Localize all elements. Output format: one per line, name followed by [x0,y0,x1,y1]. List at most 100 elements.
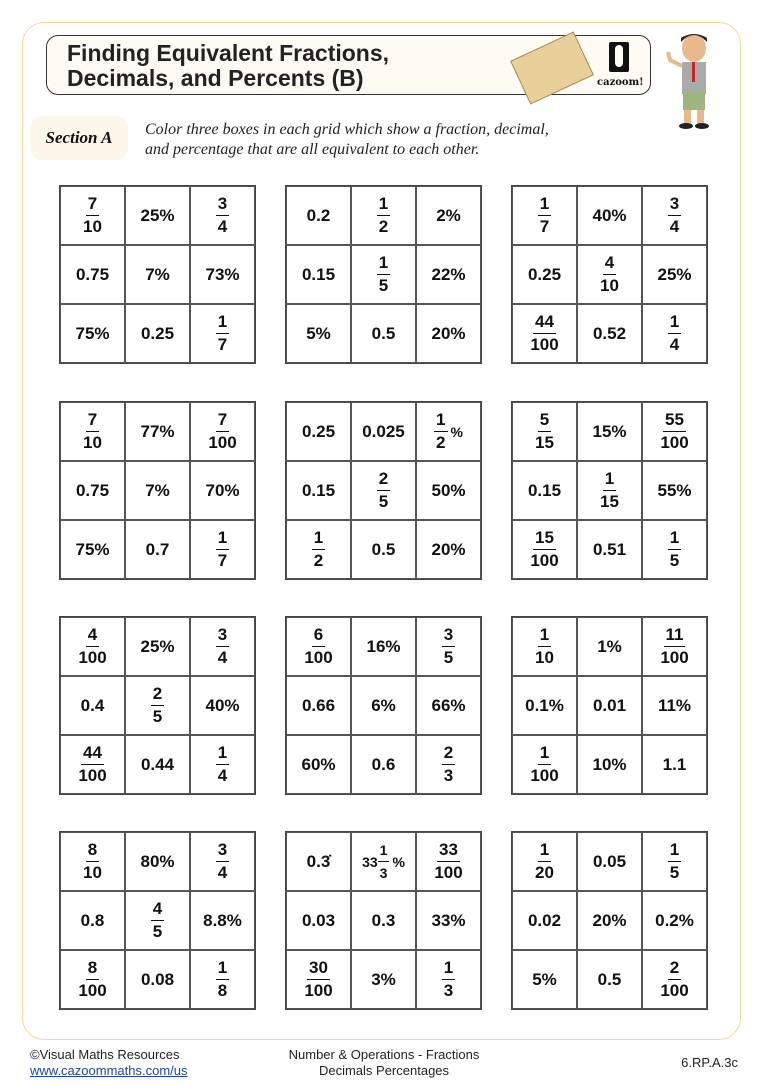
grid-cell[interactable]: 20% [416,304,481,363]
grid-cell[interactable]: 0.44 [125,735,190,794]
grid-cell[interactable]: 1% [577,617,642,676]
grid-cell[interactable]: 77% [125,402,190,461]
grid-cell[interactable]: 0.3̇ [286,832,351,891]
grid-cell[interactable]: 15 100 [512,520,577,579]
grid-cell[interactable]: 0.66 [286,676,351,735]
grid-cell[interactable]: 6 100 [286,617,351,676]
grid-cell[interactable]: 33 100 [416,832,481,891]
grid-cell[interactable]: 1 15 [577,461,642,520]
grid-cell[interactable]: 0.6 [351,735,416,794]
grid-cell[interactable]: 33% [416,891,481,950]
grid-cell[interactable]: 2% [416,186,481,245]
grid-cell[interactable]: 0.25 [125,304,190,363]
grid-cell[interactable]: 0.3 [351,891,416,950]
grid-cell[interactable]: 66% [416,676,481,735]
grid-cell[interactable]: 0.15 [512,461,577,520]
grid-cell[interactable]: 2 100 [642,950,707,1009]
grid-cell[interactable]: 0.15 [286,461,351,520]
grid-cell[interactable]: 33 1 3% [351,832,416,891]
grid-cell[interactable]: 20% [577,891,642,950]
grid-cell[interactable]: 1.1 [642,735,707,794]
grid-cell[interactable]: 1 10 [512,617,577,676]
grid-cell[interactable]: 0.5 [351,304,416,363]
grid-cell[interactable]: 0.05 [577,832,642,891]
grid-cell[interactable]: 44 100 [60,735,125,794]
grid-cell[interactable]: 0.51 [577,520,642,579]
grid-cell[interactable]: 0.25 [286,402,351,461]
grid-cell[interactable]: 0.5 [351,520,416,579]
grid-cell[interactable]: 4 10 [577,245,642,304]
grid-cell[interactable]: 0.2% [642,891,707,950]
grid-cell[interactable]: 75% [60,520,125,579]
grid-cell[interactable]: 40% [190,676,255,735]
grid-cell[interactable]: 20% [416,520,481,579]
grid-cell[interactable]: 73% [190,245,255,304]
grid-cell[interactable]: 1 2% [416,402,481,461]
grid-cell[interactable]: 50% [416,461,481,520]
grid-cell[interactable]: 5 15 [512,402,577,461]
grid-cell[interactable]: 55% [642,461,707,520]
grid-cell[interactable]: 10% [577,735,642,794]
grid-cell[interactable]: 70% [190,461,255,520]
grid-cell[interactable]: 6% [351,676,416,735]
grid-cell[interactable]: 0.2 [286,186,351,245]
grid-cell[interactable]: 0.25 [512,245,577,304]
grid-cell[interactable]: 30 100 [286,950,351,1009]
grid-cell[interactable]: 11 100 [642,617,707,676]
grid-cell[interactable]: 0.025 [351,402,416,461]
grid-cell[interactable]: 0.03 [286,891,351,950]
grid-cell[interactable]: 15% [577,402,642,461]
grid-cell[interactable]: 80% [125,832,190,891]
grid-cell[interactable]: 1 20 [512,832,577,891]
grid-cell[interactable]: 7% [125,245,190,304]
grid-cell[interactable]: 0.75 [60,461,125,520]
grid-cell[interactable]: 75% [60,304,125,363]
grid-cell[interactable]: 4 100 [60,617,125,676]
grid-cell[interactable]: 0.7 [125,520,190,579]
grid-cell[interactable]: 7% [125,461,190,520]
grid-cell[interactable]: 0.08 [125,950,190,1009]
grid-cell[interactable]: 8 100 [60,950,125,1009]
grid-cell[interactable]: 44 100 [512,304,577,363]
grid-cell[interactable]: 5% [286,304,351,363]
grid-cell[interactable]: 0.4 [60,676,125,735]
grid-cell[interactable]: 8.8% [190,891,255,950]
website-link[interactable]: www.cazoommaths.com/us [30,1063,188,1078]
grid-cell[interactable]: 0.8 [60,891,125,950]
grid-cell[interactable]: 60% [286,735,351,794]
grid-cell[interactable]: 0.01 [577,676,642,735]
grid-cell[interactable]: 1 100 [512,735,577,794]
grid-cell[interactable]: 7 100 [190,402,255,461]
grid-cell[interactable]: 11% [642,676,707,735]
grid-cell[interactable]: 22% [416,245,481,304]
grid-cell[interactable]: 8 10 [60,832,125,891]
grid-cell[interactable]: 25% [125,186,190,245]
grid-cell[interactable]: 25% [642,245,707,304]
grid-cell[interactable]: 0.1% [512,676,577,735]
grid-cell[interactable]: 0.02 [512,891,577,950]
grid-cell[interactable]: 40% [577,186,642,245]
grid-cell[interactable]: 0.15 [286,245,351,304]
grid-cell[interactable]: 3% [351,950,416,1009]
grid-cell[interactable]: 0.52 [577,304,642,363]
grid-cell[interactable]: 16% [351,617,416,676]
